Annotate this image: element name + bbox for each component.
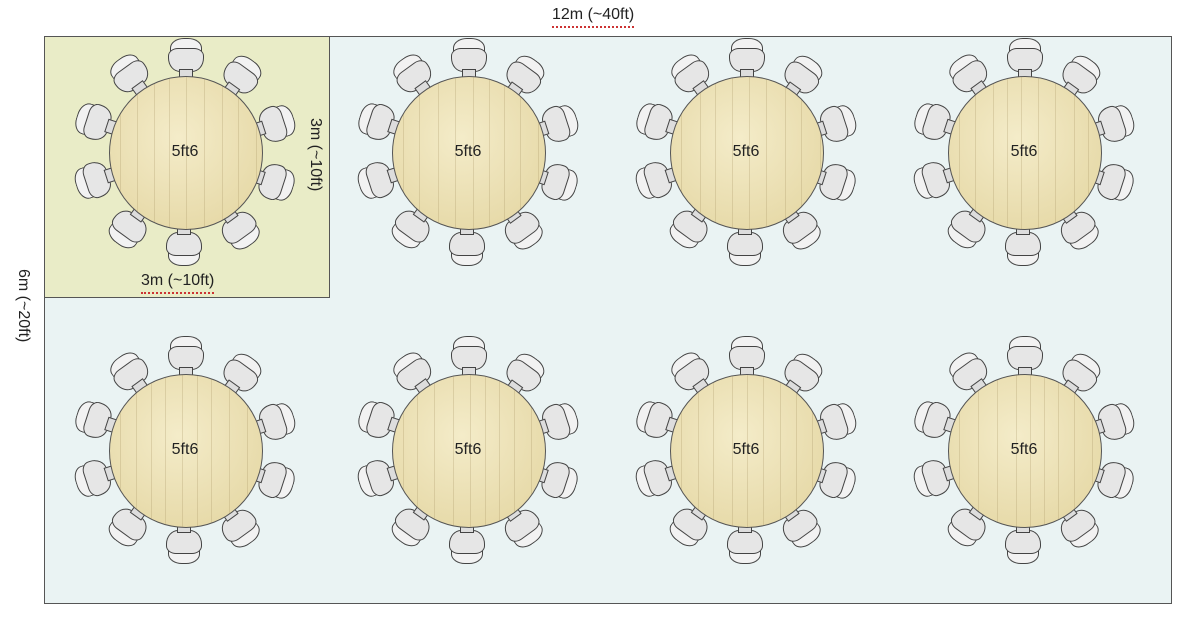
room-height-label: 6m (~20ft)	[14, 269, 32, 342]
floorplan-canvas: 12m (~40ft) 6m (~20ft) 3m (~10ft) 3m (~1…	[0, 0, 1184, 620]
round-table: 5ft6	[898, 26, 1150, 278]
room-width-label: 12m (~40ft)	[552, 6, 634, 28]
table-size-label: 5ft6	[1011, 441, 1038, 459]
round-table: 5ft6	[59, 26, 311, 278]
table-size-label: 5ft6	[733, 441, 760, 459]
round-table: 5ft6	[898, 324, 1150, 576]
round-table: 5ft6	[620, 324, 872, 576]
round-table: 5ft6	[342, 26, 594, 278]
table-size-label: 5ft6	[733, 143, 760, 161]
table-size-label: 5ft6	[172, 441, 199, 459]
table-size-label: 5ft6	[1011, 143, 1038, 161]
round-table: 5ft6	[59, 324, 311, 576]
round-table: 5ft6	[620, 26, 872, 278]
table-size-label: 5ft6	[172, 143, 199, 161]
table-size-label: 5ft6	[455, 441, 482, 459]
round-table: 5ft6	[342, 324, 594, 576]
table-size-label: 5ft6	[455, 143, 482, 161]
